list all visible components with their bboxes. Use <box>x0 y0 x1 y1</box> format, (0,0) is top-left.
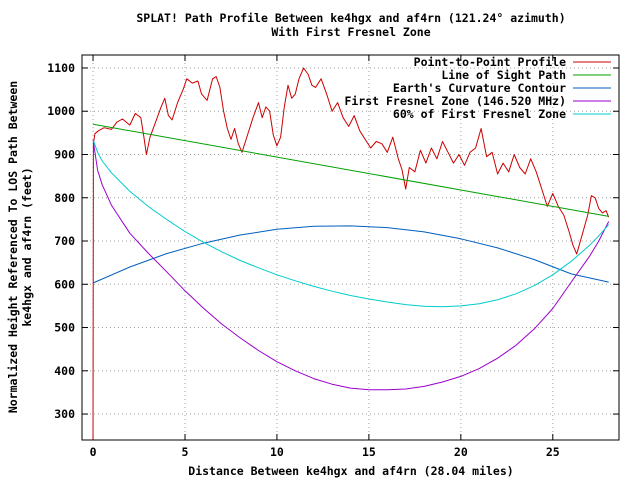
y-tick-label: 700 <box>54 234 75 248</box>
x-tick-label: 0 <box>90 445 97 459</box>
axis-ticks: 300 400 500 600 700 800 900 1000 1100 0 5 10 15 20 25 <box>47 55 619 459</box>
y-tick-label: 600 <box>54 277 75 291</box>
grid <box>82 55 619 440</box>
legend-label-5: 60% of First Fresnel Zone <box>393 107 566 121</box>
x-tick-label: 20 <box>454 445 468 459</box>
y-tick-label: 400 <box>54 364 75 378</box>
y-tick-label: 900 <box>54 147 75 161</box>
y-axis-label-line-1: Normalized Height Referenced To LOS Path… <box>6 81 20 413</box>
plot-frame <box>81 54 620 441</box>
y-tick-label: 1000 <box>47 104 75 118</box>
legend-label-2: Line of Sight Path <box>441 68 566 82</box>
y-tick-label: 800 <box>54 191 75 205</box>
x-axis-label: Distance Between ke4hgx and af4rn (28.04… <box>188 464 513 478</box>
series-line-1 <box>92 67 610 441</box>
series-lines <box>92 67 610 441</box>
chart-subtitle: With First Fresnel Zone <box>271 25 430 39</box>
x-tick-label: 15 <box>362 445 376 459</box>
series-line-3 <box>92 225 609 284</box>
chart-title: SPLAT! Path Profile Between ke4hgx and a… <box>136 11 565 25</box>
x-tick-label: 5 <box>182 445 189 459</box>
series-line-2 <box>92 123 609 217</box>
y-tick-label: 500 <box>54 321 75 335</box>
x-tick-label: 10 <box>270 445 284 459</box>
y-axis-label-line-2: ke4hgx and af4rn (feet) <box>20 167 34 326</box>
y-tick-label: 300 <box>54 407 75 421</box>
x-tick-label: 25 <box>546 445 560 459</box>
legend-label-4: First Fresnel Zone (146.520 MHz) <box>344 94 566 108</box>
y-tick-label: 1100 <box>47 61 75 75</box>
series-line-5 <box>92 139 610 308</box>
series-line-4 <box>92 139 610 391</box>
legend-label-3: Earth's Curvature Contour <box>393 81 566 95</box>
legend-label-1: Point-to-Point Profile <box>414 55 566 69</box>
